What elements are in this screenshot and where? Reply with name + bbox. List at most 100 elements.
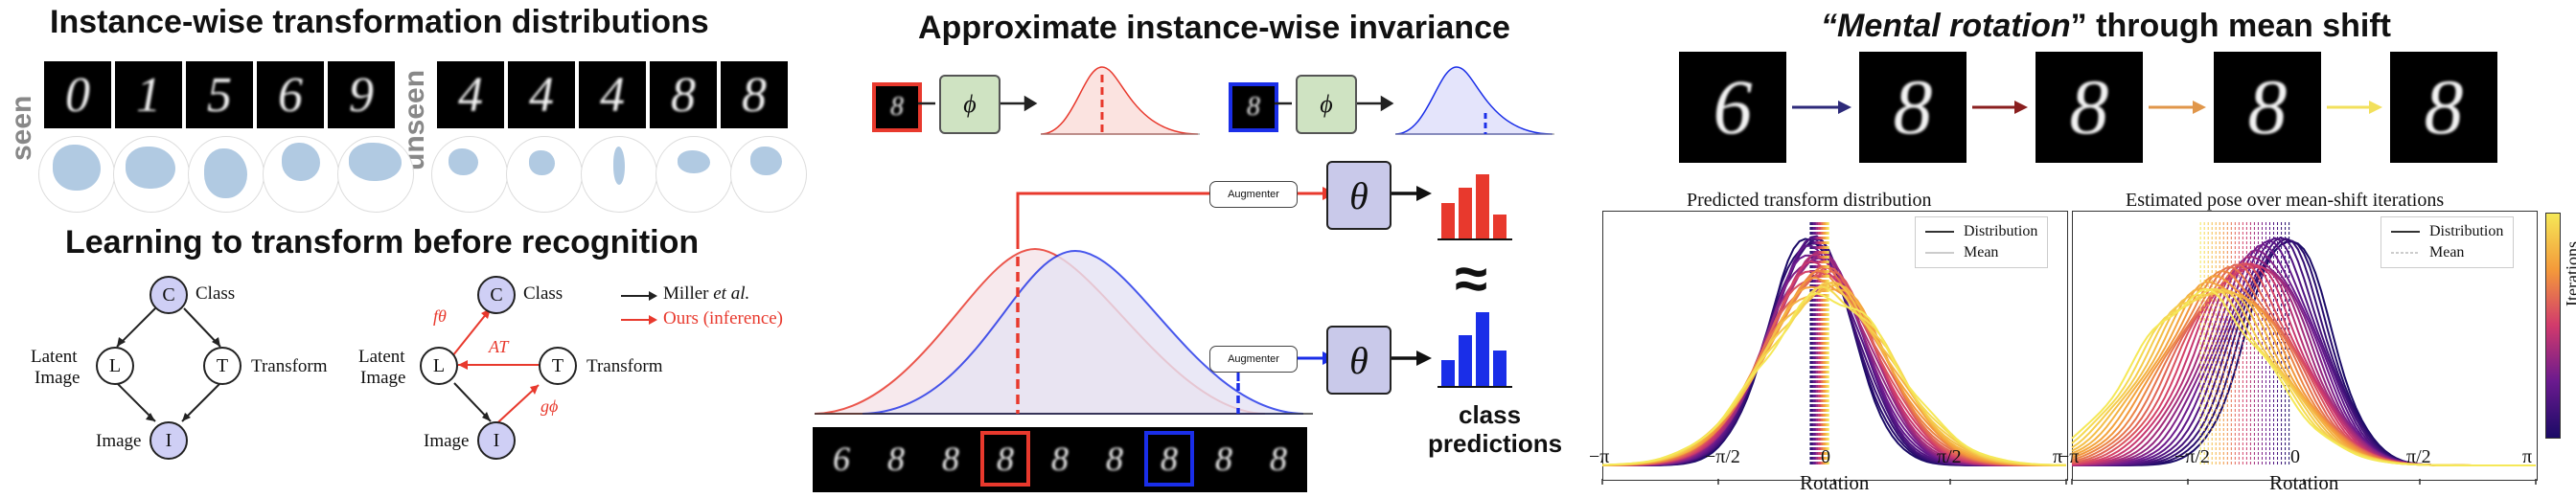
unseen-digit: 8	[650, 61, 717, 128]
xtick-label: −π	[1589, 446, 1610, 467]
strip-digit-glyph: 8	[1270, 440, 1287, 478]
seen-polar-plot	[263, 136, 339, 213]
plot2-legend-swatch-2	[2391, 252, 2420, 254]
seen-polar-blob	[126, 147, 175, 189]
plot1-legend: Distribution Mean	[1915, 216, 2049, 268]
unseen-digit: 4	[579, 61, 646, 128]
sequence-digit: 6	[1679, 52, 1786, 163]
plot1-legend-swatch-1	[1925, 231, 1954, 233]
unseen-polar-blob	[677, 150, 711, 173]
big-gaussian-blue	[862, 249, 1304, 415]
theta-label-blue: θ	[1349, 338, 1368, 382]
middle-top-graphics	[918, 66, 1554, 135]
plot1-distribution-line	[1601, 281, 2067, 466]
seen-digit: 1	[115, 61, 182, 128]
red-prediction-bars	[1441, 174, 1506, 239]
mini-gaussian-red	[1040, 66, 1199, 135]
xtick-label: π/2	[1937, 446, 1962, 467]
graph1-class-label: Class	[196, 283, 236, 304]
strip-digit-glyph: 8	[942, 440, 959, 478]
augmenter-red: Augmenter	[1209, 181, 1298, 208]
seen-digit-glyph: 9	[349, 67, 374, 123]
graph-edges-2	[451, 307, 548, 432]
sequence-digit: 8	[2214, 52, 2321, 163]
unseen-polar-plot	[656, 136, 732, 213]
sequence-arrow-head	[2193, 101, 2206, 114]
sequence-digit-glyph: 8	[2069, 63, 2109, 150]
graph1-latent-node: L	[96, 347, 134, 385]
graph2-class-label: Class	[523, 283, 564, 304]
plot1-legend-swatch-2	[1925, 252, 1954, 254]
seen-polar-blob	[203, 148, 247, 198]
plot1-distribution-line	[1602, 269, 2067, 466]
unseen-digit-glyph: 8	[742, 67, 767, 123]
unseen-digit-glyph: 4	[458, 67, 483, 123]
plot1-xlabel: Rotation	[1800, 471, 1870, 494]
graph-edges-1	[116, 307, 221, 422]
plot1-distribution-line	[1601, 283, 2066, 466]
phi-block-blue: ϕ	[1296, 75, 1357, 134]
plot2-legend: Distribution Mean	[2380, 216, 2515, 268]
sequence-digit-glyph: 8	[2247, 63, 2288, 150]
graph2-transform-node: T	[539, 347, 577, 385]
phi-label-blue: ϕ	[1320, 90, 1333, 118]
legend-miller: Miller et al.	[663, 283, 749, 305]
graph-legend-arrows	[621, 291, 657, 325]
right-title: “Mental rotation” through mean shift	[1821, 8, 2391, 45]
seen-digit-glyph: 5	[207, 67, 232, 123]
plot1-distribution-line	[1601, 285, 2066, 466]
plot2-xlabel: Rotation	[2269, 471, 2339, 494]
seen-polar-plot	[337, 136, 414, 213]
plot1-distribution-line	[1602, 265, 2066, 466]
unseen-polar-plot	[506, 136, 583, 213]
plot2-legend-mean: Mean	[2429, 244, 2465, 260]
plot1-legend-distribution: Distribution	[1964, 223, 2038, 239]
plot2-distribution-line	[2071, 287, 2536, 466]
xtick-label: π/2	[2406, 446, 2431, 467]
plot1-distribution-line	[1602, 250, 2066, 466]
sequence-digit-glyph: 6	[1713, 63, 1753, 150]
theta-block-red: θ	[1326, 161, 1392, 230]
plot1-distribution-line	[1602, 254, 2066, 466]
seen-polar-plot	[38, 136, 115, 213]
seen-digit-glyph: 6	[278, 67, 303, 123]
unseen-digit-glyph: 4	[600, 67, 625, 123]
unseen-polar-plot	[730, 136, 807, 213]
approx-symbol: ≈	[1455, 246, 1488, 312]
plot1-distribution-line	[1602, 270, 2066, 466]
mini-gaussian-blue	[1394, 66, 1553, 135]
graph1-class-node: C	[150, 276, 188, 314]
graph1-latent-label-2: Image	[34, 368, 80, 388]
mini-input-red-digit: 8	[890, 92, 904, 122]
plot1-distribution-line	[1601, 265, 2066, 466]
strip-digit: 8	[1035, 431, 1085, 487]
strip-digit-glyph: 8	[887, 440, 905, 478]
strip-digit: 8	[980, 431, 1030, 487]
class-predictions-line2: predictions	[1428, 429, 1563, 458]
strip-digit: 8	[1144, 431, 1194, 487]
xtick-label: −π	[2058, 446, 2080, 467]
plot2-legend-distribution: Distribution	[2429, 223, 2504, 239]
colorbar-label: Iterations	[2563, 241, 2576, 306]
plot1-distribution-line	[1601, 292, 2067, 466]
sequence-arrow-head	[1838, 101, 1852, 114]
unseen-polar-blob	[529, 150, 555, 175]
mini-input-blue: 8	[1229, 82, 1278, 132]
unseen-digit-glyph: 8	[671, 67, 696, 123]
xtick-label: −π/2	[2174, 446, 2210, 467]
sequence-arrow-head	[2014, 101, 2028, 114]
plot1-title: Predicted transform distribution	[1687, 190, 1932, 211]
unseen-polar-blob	[612, 147, 626, 185]
graph2-image-label: Image	[424, 431, 470, 451]
plot1-distribution-line	[1601, 285, 2067, 466]
strip-digit-glyph: 8	[1106, 440, 1123, 478]
plot1-distribution-line	[1601, 282, 2066, 466]
graph1-image-label: Image	[96, 431, 142, 451]
strip-digit-glyph: 8	[1215, 440, 1232, 478]
xtick-label: 0	[2290, 446, 2300, 467]
plot2-legend-swatch-1	[2391, 231, 2420, 233]
left-subtitle: Learning to transform before recognition	[65, 224, 700, 260]
graph2-transform-label: Transform	[586, 356, 663, 376]
seen-digit: 0	[44, 61, 111, 128]
strip-digit: 8	[1254, 431, 1303, 487]
